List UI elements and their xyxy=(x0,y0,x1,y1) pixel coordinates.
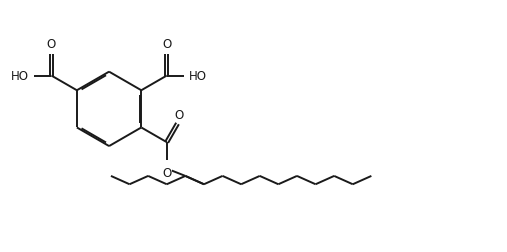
Text: HO: HO xyxy=(189,70,207,83)
Text: O: O xyxy=(162,166,171,179)
Text: O: O xyxy=(175,108,184,121)
Text: O: O xyxy=(162,38,171,51)
Text: HO: HO xyxy=(11,70,29,83)
Text: O: O xyxy=(47,38,56,51)
